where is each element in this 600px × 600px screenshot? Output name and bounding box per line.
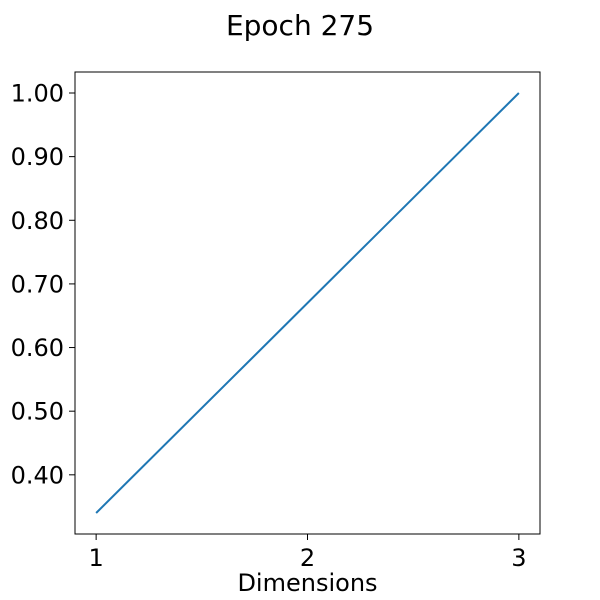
y-tick-label: 0.40 [11,461,64,489]
y-tick-label: 0.90 [11,143,64,171]
x-tick-label: 3 [511,544,526,572]
y-axis: 0.40 0.50 0.60 0.70 0.80 0.90 1.00 [11,80,75,489]
y-tick-label: 0.50 [11,398,64,426]
y-tick-label: 0.60 [11,334,64,362]
x-axis: 1 2 3 [88,534,527,572]
y-tick-label: 0.80 [11,207,64,235]
x-tick-label: 1 [88,544,103,572]
x-axis-label: Dimensions [237,569,377,597]
y-tick-label: 0.70 [11,270,64,298]
plot-area [95,92,520,514]
chart-title: Epoch 275 [226,9,374,42]
x-tick-label: 2 [300,544,315,572]
series-line-1 [95,92,520,514]
y-tick-label: 1.00 [11,80,64,108]
